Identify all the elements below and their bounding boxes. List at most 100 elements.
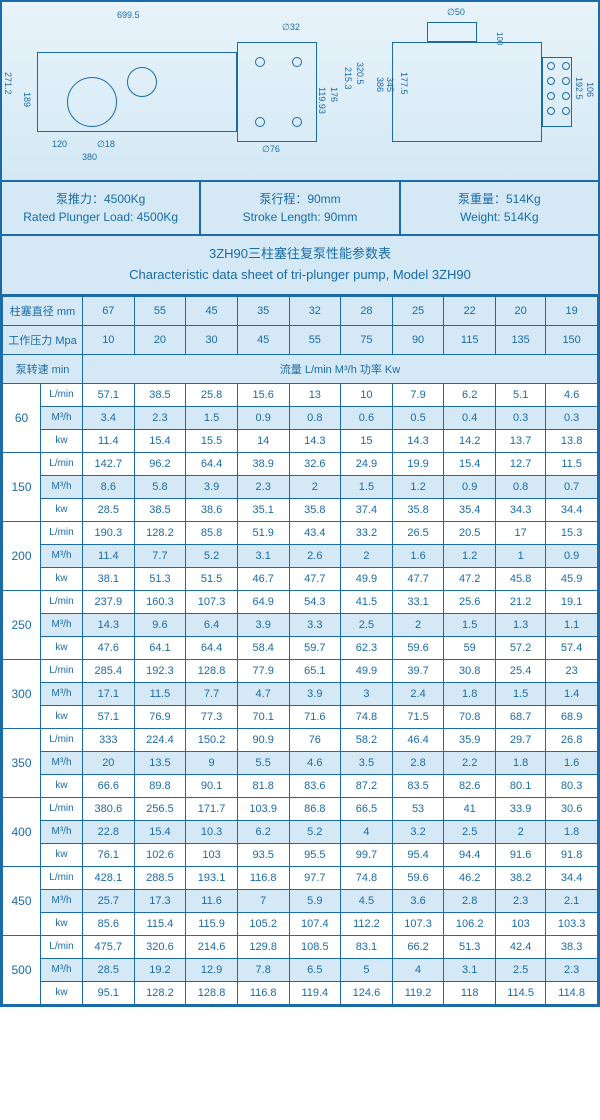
data-cell: 103: [496, 912, 546, 935]
table-row: M³/h28.519.212.97.86.5543.12.52.3: [3, 958, 598, 981]
data-cell: 0.9: [237, 406, 289, 429]
data-cell: 90.1: [186, 774, 238, 797]
data-cell: 11.5: [546, 452, 598, 475]
data-cell: 106.2: [444, 912, 496, 935]
data-cell: 34.3: [496, 498, 546, 521]
data-cell: 93.5: [237, 843, 289, 866]
data-cell: 96.2: [134, 452, 186, 475]
data-cell: 70.1: [237, 705, 289, 728]
unit-cell: kw: [41, 567, 83, 590]
table-row: 150L/min142.796.264.438.932.624.919.915.…: [3, 452, 598, 475]
data-cell: 1.8: [444, 682, 496, 705]
data-cell: 105.2: [237, 912, 289, 935]
data-cell: 33.2: [341, 521, 393, 544]
data-cell: 76.9: [134, 705, 186, 728]
data-cell: 116.8: [237, 981, 289, 1004]
data-cell: 34.4: [546, 498, 598, 521]
hdr-pressure: 工作压力 Mpa: [3, 325, 83, 354]
pressure-row: 工作压力 Mpa 10 20 30 45 55 75 90 115 135 15…: [3, 325, 598, 354]
data-cell: 1: [496, 544, 546, 567]
spec-load: 泵推力：4500Kg Rated Plunger Load: 4500Kg: [2, 182, 201, 234]
table-row: M³/h22.815.410.36.25.243.22.521.8: [3, 820, 598, 843]
dia-3: 35: [237, 296, 289, 325]
data-cell: 7.8: [237, 958, 289, 981]
data-cell: 91.8: [546, 843, 598, 866]
left-schematic: 699.5 ∅32 271.2 189 120 ∅18 380 ∅76 119.…: [17, 32, 352, 162]
data-cell: 43.4: [289, 521, 341, 544]
data-cell: 38.9: [237, 452, 289, 475]
data-cell: 13.8: [546, 429, 598, 452]
data-cell: 29.7: [496, 728, 546, 751]
data-cell: 30.8: [444, 659, 496, 682]
data-cell: 475.7: [83, 935, 135, 958]
spec-stroke-cn: 泵行程：90mm: [259, 192, 340, 206]
table-row: kw76.1102.610393.595.599.795.494.491.691…: [3, 843, 598, 866]
dim-h386: 386: [375, 77, 385, 92]
data-cell: 19.2: [134, 958, 186, 981]
dim-h106: 106: [585, 82, 595, 97]
table-row: kw38.151.351.546.747.749.947.747.245.845…: [3, 567, 598, 590]
data-cell: 3.9: [289, 682, 341, 705]
data-cell: 1.2: [444, 544, 496, 567]
hdr-flow: 流量 L/min M³/h 功率 Kw: [83, 354, 598, 383]
title-cn: 3ZH90三柱塞往复泵性能参数表: [209, 246, 391, 261]
dia-7: 22: [444, 296, 496, 325]
data-cell: 2.5: [496, 958, 546, 981]
unit-cell: L/min: [41, 728, 83, 751]
spec-load-en: Rated Plunger Load: 4500Kg: [23, 210, 178, 224]
data-cell: 1.5: [444, 613, 496, 636]
data-cell: 57.1: [83, 705, 135, 728]
data-cell: 6.5: [289, 958, 341, 981]
dim-h215: 215.3: [343, 67, 353, 90]
data-cell: 82.6: [444, 774, 496, 797]
data-cell: 57.2: [496, 636, 546, 659]
table-row: kw57.176.977.370.171.674.871.570.868.768…: [3, 705, 598, 728]
data-cell: 1.5: [186, 406, 238, 429]
data-cell: 19.1: [546, 590, 598, 613]
pr-6: 90: [392, 325, 444, 354]
table-row: 450L/min428.1288.5193.1116.897.774.859.6…: [3, 866, 598, 889]
data-cell: 11.4: [83, 544, 135, 567]
pr-9: 150: [546, 325, 598, 354]
table-row: M³/h25.717.311.675.94.53.62.82.32.1: [3, 889, 598, 912]
rpm-cell: 150: [3, 452, 41, 521]
data-cell: 4.5: [341, 889, 393, 912]
data-cell: 2.4: [392, 682, 444, 705]
dia-4: 32: [289, 296, 341, 325]
data-cell: 11.4: [83, 429, 135, 452]
spec-weight-cn: 泵重量：514Kg: [458, 192, 541, 206]
spec-stroke-en: Stroke Length: 90mm: [243, 210, 358, 224]
data-cell: 28.5: [83, 498, 135, 521]
data-cell: 95.5: [289, 843, 341, 866]
data-cell: 12.7: [496, 452, 546, 475]
unit-cell: M³/h: [41, 889, 83, 912]
unit-cell: M³/h: [41, 544, 83, 567]
data-cell: 37.4: [341, 498, 393, 521]
data-cell: 3: [341, 682, 393, 705]
dim-h119: 119.93: [317, 87, 327, 114]
unit-cell: M³/h: [41, 820, 83, 843]
data-cell: 35.9: [444, 728, 496, 751]
data-cell: 7.7: [186, 682, 238, 705]
unit-cell: L/min: [41, 521, 83, 544]
data-cell: 45.8: [496, 567, 546, 590]
data-cell: 97.7: [289, 866, 341, 889]
title-row: 3ZH90三柱塞往复泵性能参数表 Characteristic data she…: [2, 236, 598, 296]
dim-d18: ∅18: [97, 139, 115, 150]
data-cell: 103.3: [546, 912, 598, 935]
dia-5: 28: [341, 296, 393, 325]
data-cell: 35.1: [237, 498, 289, 521]
data-cell: 21.2: [496, 590, 546, 613]
data-cell: 47.7: [289, 567, 341, 590]
data-cell: 85.8: [186, 521, 238, 544]
unit-cell: L/min: [41, 797, 83, 820]
unit-cell: kw: [41, 843, 83, 866]
dim-h176: 176: [329, 87, 339, 102]
data-cell: 150.2: [186, 728, 238, 751]
data-cell: 124.6: [341, 981, 393, 1004]
data-cell: 91.6: [496, 843, 546, 866]
data-cell: 103: [186, 843, 238, 866]
data-cell: 11.5: [134, 682, 186, 705]
dia-0: 67: [83, 296, 135, 325]
rpm-cell: 300: [3, 659, 41, 728]
